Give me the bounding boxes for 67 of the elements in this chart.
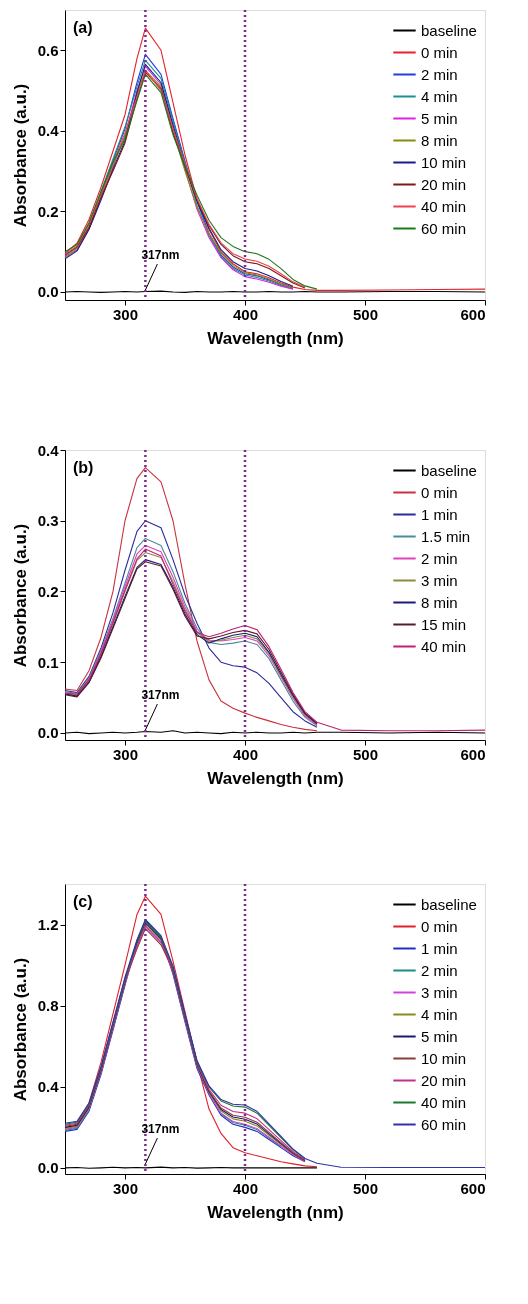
legend-label: 0 min [421,917,458,935]
legend-label: 2 min [421,65,458,83]
y-tick-label: 0.4 [37,122,60,140]
legend-label: 3 min [421,571,458,589]
text: (a) [73,19,93,36]
x-axis-title: Wavelength (nm) [207,1202,344,1222]
x-tick-label: 400 [232,745,259,763]
legend-label: 5 min [421,109,458,127]
x-tick-label: 600 [460,745,486,763]
legend-label: 10 min [421,153,467,171]
x-tick-label: 400 [232,305,259,323]
legend-label: 40 min [421,1093,467,1111]
x-tick-label: 600 [460,1179,486,1197]
x-tick-label: 600 [460,305,486,323]
legend-label: 0 min [421,483,458,501]
legend-label: 40 min [421,197,467,215]
x-axis-title: Wavelength (nm) [207,768,344,788]
text: (b) [73,459,94,476]
y-tick-label: 0.6 [37,41,59,59]
legend-label: 10 min [421,1049,467,1067]
y-tick-label: 0.0 [37,1159,59,1177]
legend-label: baseline [421,461,477,479]
legend-label: 3 min [421,983,458,1001]
ref-line-label: 317nm [141,688,180,702]
y-tick-label: 0.2 [37,582,59,600]
legend-label: 20 min [421,175,467,193]
legend-label: 15 min [421,615,467,633]
x-axis-title: Wavelength (nm) [207,328,344,348]
legend-label: 1 min [421,505,458,523]
legend-label: baseline [421,21,477,39]
y-tick-label: 0.0 [37,724,59,742]
x-tick-label: 400 [232,1179,259,1197]
x-tick-label: 300 [112,745,139,763]
y-tick-label: 0.4 [37,441,60,459]
ref-line-label: 317nm [141,1122,180,1136]
legend-label: 40 min [421,637,467,655]
legend-label: baseline [421,895,477,913]
legend-label: 1.5 min [421,527,471,545]
ref-line-label: 317nm [141,248,180,262]
x-tick-label: 500 [352,1179,379,1197]
x-tick-label: 300 [112,305,139,323]
y-axis-title: Absorbance (a.u.) [10,83,30,228]
x-tick-label: 300 [112,1179,139,1197]
legend-label: 8 min [421,593,458,611]
legend-label: 1 min [421,939,458,957]
legend-label: 0 min [421,43,458,61]
legend-label: 5 min [421,1027,458,1045]
x-tick-label: 500 [352,745,379,763]
y-tick-label: 0.3 [37,512,59,530]
legend-label: 2 min [421,549,458,567]
y-tick-label: 1.2 [37,916,59,934]
y-tick-label: 0.2 [37,202,59,220]
y-axis-title: Absorbance (a.u.) [10,957,30,1102]
y-tick-label: 0.0 [37,283,59,301]
legend-label: 2 min [421,961,458,979]
legend-label: 8 min [421,131,458,149]
y-tick-label: 0.8 [37,997,59,1015]
text: (c) [73,893,93,910]
legend-label: 4 min [421,1005,458,1023]
y-axis-title: Absorbance (a.u.) [10,523,30,668]
legend-label: 60 min [421,1115,467,1133]
y-tick-label: 0.1 [37,653,59,671]
legend-label: 4 min [421,87,458,105]
legend-label: 20 min [421,1071,467,1089]
y-tick-label: 0.4 [37,1078,60,1096]
x-tick-label: 500 [352,305,379,323]
legend-label: 60 min [421,219,467,237]
